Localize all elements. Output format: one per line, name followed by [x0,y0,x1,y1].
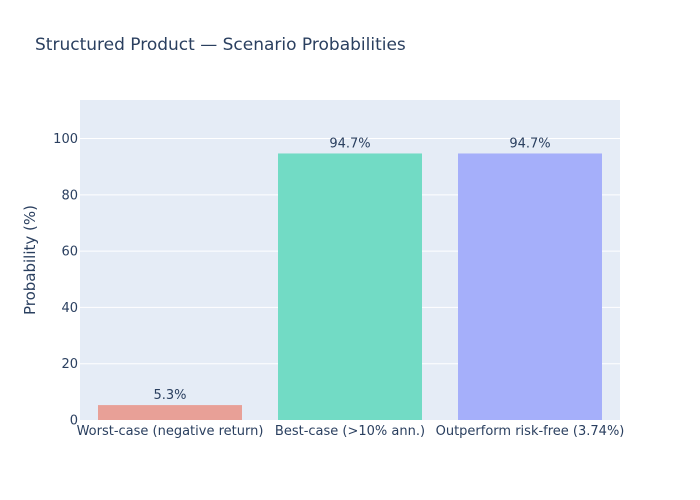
y-tick-label: 20 [61,357,78,372]
bar-3 [458,153,602,420]
y-tick-label: 0 [70,414,78,429]
bar-data-label: 5.3% [153,388,186,403]
x-tick-label: Worst-case (negative return) [77,424,264,439]
data-labels: 5.3% 94.7% 94.7% [153,136,550,403]
bars [98,153,602,420]
y-tick-label: 80 [61,188,78,203]
y-axis-title: Probability (%) [21,205,39,315]
y-axis-ticks: 0 20 40 60 80 100 [53,132,78,428]
chart-title: Structured Product — Scenario Probabilit… [35,35,406,55]
y-tick-label: 60 [61,245,78,260]
bar-1 [98,405,242,420]
x-tick-label: Best-case (>10% ann.) [275,424,425,439]
y-tick-label: 40 [61,301,78,316]
bar-2 [278,153,422,420]
bar-data-label: 94.7% [509,136,550,151]
x-tick-label: Outperform risk-free (3.74%) [436,424,625,439]
x-axis-ticks: Worst-case (negative return) Best-case (>… [77,424,625,439]
bar-data-label: 94.7% [329,136,370,151]
y-tick-label: 100 [53,132,78,147]
